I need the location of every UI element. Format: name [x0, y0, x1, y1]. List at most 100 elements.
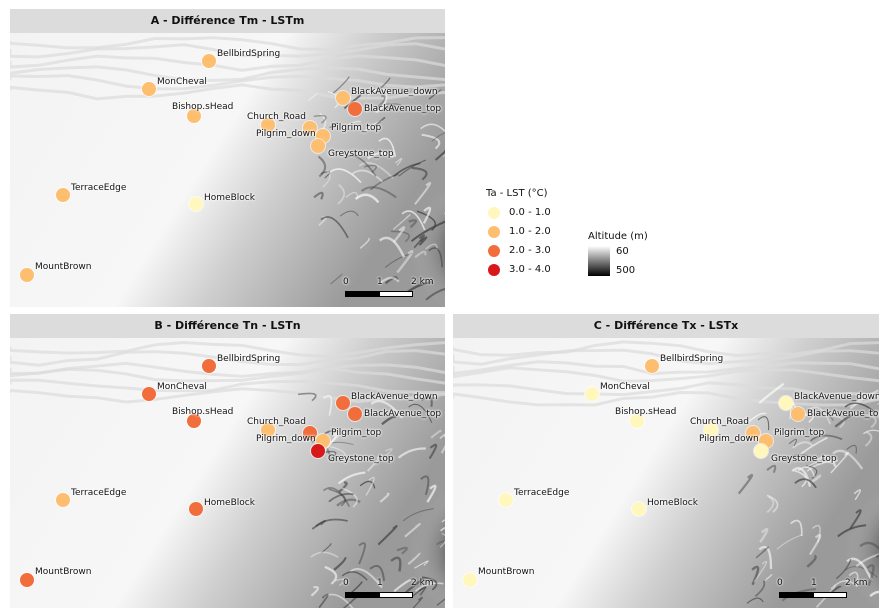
station-marker	[261, 423, 275, 437]
scale-bar-label: 0	[777, 578, 783, 588]
map-panel-c: C - Différence Tx - LSTx BellbirdSpring M…	[453, 314, 879, 608]
legend-class-label: 0.0 - 1.0	[509, 207, 551, 218]
station-label: MountBrown	[478, 567, 535, 577]
station-marker	[704, 423, 718, 437]
scale-bar-label: 2 km	[845, 578, 868, 588]
map-area: BellbirdSpring MonCheval Bishop.sHead Black…	[453, 338, 879, 608]
station-marker	[187, 414, 201, 428]
station-label: TerraceEdge	[71, 183, 127, 193]
elevation-basemap	[10, 33, 445, 307]
station-label: Greystone_top	[328, 149, 394, 159]
station-label: Church_Road	[247, 417, 306, 427]
scale-bar-label: 1	[377, 578, 383, 588]
station-marker	[303, 121, 317, 135]
station-marker	[142, 82, 156, 96]
altitude-color-ramp	[588, 246, 610, 276]
legend-swatch	[488, 263, 500, 276]
station-marker	[746, 426, 760, 440]
legend-swatch	[488, 225, 500, 238]
map-panel-b: B - Différence Tn - LSTn BellbirdSpring M…	[10, 314, 445, 608]
station-label: BlackAvenue_down	[351, 392, 438, 402]
station-label: BlackAvenue_top	[807, 409, 879, 419]
station-marker	[187, 109, 201, 123]
altitude-min-label: 60	[616, 246, 629, 257]
station-marker	[202, 54, 216, 68]
panel-title: A - Différence Tm - LSTm	[10, 9, 445, 33]
station-label: MountBrown	[35, 262, 92, 272]
legend-class: 1.0 - 2.0	[486, 222, 596, 241]
station-label: BellbirdSpring	[660, 354, 724, 364]
legend-class: 0.0 - 1.0	[486, 203, 596, 222]
station-label: Greystone_top	[771, 454, 837, 464]
station-marker	[348, 407, 362, 421]
station-label: Bishop.sHead	[615, 407, 677, 417]
station-label: HomeBlock	[647, 498, 698, 508]
scale-bar: 0 1 2 km	[343, 275, 441, 303]
station-label: HomeBlock	[204, 498, 255, 508]
legend-swatch	[488, 244, 500, 257]
panel-title: C - Différence Tx - LSTx	[453, 314, 879, 338]
station-label: BlackAvenue_down	[794, 392, 879, 402]
station-label: Greystone_top	[328, 454, 394, 464]
legend-swatch	[488, 206, 500, 219]
legend-class: 2.0 - 3.0	[486, 241, 596, 260]
scale-bar-segment	[379, 291, 413, 297]
station-marker	[202, 359, 216, 373]
station-label: MonCheval	[157, 382, 207, 392]
station-marker	[303, 426, 317, 440]
station-marker	[311, 139, 325, 153]
station-marker	[56, 493, 70, 507]
station-marker	[499, 493, 513, 507]
station-label: Pilgrim_down	[256, 129, 316, 139]
station-label: Bishop.sHead	[172, 102, 234, 112]
scale-bar-label: 2 km	[411, 578, 434, 588]
scale-bar-label: 0	[343, 578, 349, 588]
station-marker	[189, 502, 203, 516]
station-marker	[585, 387, 599, 401]
station-label: Pilgrim_top	[331, 428, 382, 438]
station-marker	[463, 573, 477, 587]
temperature-legend: Ta - LST (°C) 0.0 - 1.0 1.0 - 2.0 2.0 - …	[486, 188, 596, 279]
altitude-legend: Altitude (m) 60 500	[588, 231, 678, 276]
map-panel-a: A - Différence Tm - LSTm BellbirdSpring M…	[10, 9, 445, 307]
station-label: Pilgrim_top	[774, 428, 825, 438]
station-marker	[754, 444, 768, 458]
scale-bar-label: 1	[811, 578, 817, 588]
panel-title: B - Différence Tn - LSTn	[10, 314, 445, 338]
map-area: BellbirdSpring MonCheval Bishop.sHead Black…	[10, 33, 445, 307]
scale-bar-segment	[813, 592, 847, 598]
legend-class-label: 3.0 - 4.0	[509, 264, 551, 275]
map-area: BellbirdSpring MonCheval Bishop.sHead Black…	[10, 338, 445, 608]
station-label: MountBrown	[35, 567, 92, 577]
station-label: BellbirdSpring	[217, 354, 281, 364]
station-label: TerraceEdge	[514, 488, 570, 498]
legend-class-label: 1.0 - 2.0	[509, 226, 551, 237]
station-marker	[311, 444, 325, 458]
station-label: MonCheval	[157, 77, 207, 87]
elevation-basemap	[10, 338, 445, 608]
scale-bar-label: 0	[343, 277, 349, 287]
altitude-legend-title: Altitude (m)	[588, 231, 648, 242]
station-label: BlackAvenue_down	[351, 87, 438, 97]
station-label: Church_Road	[690, 417, 749, 427]
scale-bar: 0 1 2 km	[343, 576, 441, 604]
legend-title: Ta - LST (°C)	[486, 188, 548, 199]
station-marker	[779, 396, 793, 410]
station-marker	[632, 502, 646, 516]
station-marker	[20, 573, 34, 587]
station-marker	[336, 91, 350, 105]
scale-bar-segment	[379, 592, 413, 598]
scale-bar-segment	[345, 291, 379, 297]
station-marker	[189, 197, 203, 211]
station-label: BellbirdSpring	[217, 49, 281, 59]
station-marker	[20, 268, 34, 282]
altitude-max-label: 500	[616, 265, 636, 276]
station-label: Church_Road	[247, 112, 306, 122]
station-marker	[348, 102, 362, 116]
station-label: Pilgrim_down	[699, 434, 759, 444]
station-label: MonCheval	[600, 382, 650, 392]
scale-bar-segment	[779, 592, 813, 598]
station-label: Bishop.sHead	[172, 407, 234, 417]
station-label: BlackAvenue_top	[364, 104, 442, 114]
elevation-basemap	[453, 338, 879, 608]
